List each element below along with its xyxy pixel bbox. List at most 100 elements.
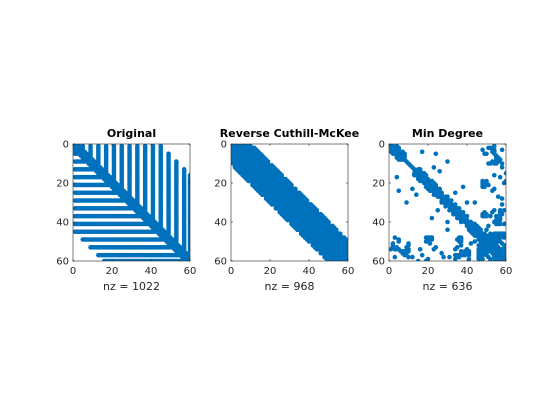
data-point	[493, 213, 499, 219]
data-point	[318, 211, 324, 217]
data-point	[394, 174, 400, 180]
x-tick-label: 20	[264, 266, 277, 277]
data-point	[429, 215, 435, 221]
data-point	[439, 250, 444, 256]
data-point	[492, 172, 497, 178]
y-tick-label: 0	[379, 140, 385, 151]
markers	[73, 144, 190, 261]
data-point	[493, 241, 499, 246]
data-point	[503, 247, 506, 252]
data-point	[484, 151, 489, 157]
data-point	[480, 147, 485, 153]
data-point	[484, 227, 489, 233]
data-point	[460, 184, 466, 190]
subplot-reverse-cuthill-mckee: Reverse Cuthill-McKee nz = 968 0 0 20 20 40 4…	[214, 127, 359, 293]
data-point	[499, 161, 505, 166]
axes-box	[388, 143, 507, 262]
data-point	[453, 190, 458, 196]
data-point	[127, 192, 132, 197]
data-point	[431, 188, 437, 194]
data-point	[310, 241, 316, 246]
data-point	[492, 219, 497, 225]
data-point	[414, 192, 419, 197]
data-point	[437, 194, 443, 199]
data-point	[482, 184, 487, 190]
x-tick-label: 60	[184, 266, 197, 277]
data-point	[257, 188, 263, 194]
data-point	[497, 254, 503, 260]
data-point	[464, 247, 470, 252]
data-point	[310, 208, 316, 213]
data-point	[497, 217, 503, 223]
data-point	[423, 258, 429, 261]
data-point	[269, 202, 275, 207]
data-point	[466, 252, 472, 258]
data-point	[488, 258, 493, 261]
x-tick-label: 40	[303, 266, 316, 277]
data-point	[404, 248, 409, 254]
data-point	[261, 192, 267, 197]
data-point	[488, 213, 493, 219]
data-point	[435, 208, 441, 213]
data-point	[486, 237, 491, 242]
data-point	[437, 169, 443, 174]
data-point	[234, 167, 240, 172]
data-point	[492, 258, 497, 261]
data-point	[404, 200, 409, 205]
data-point	[310, 204, 316, 209]
data-point	[265, 196, 271, 201]
x-tick-label: 40	[145, 266, 158, 277]
data-point	[453, 256, 458, 261]
data-point	[495, 155, 501, 160]
data-point	[304, 200, 310, 205]
data-point	[88, 153, 93, 158]
data-point	[497, 248, 503, 254]
data-point	[484, 213, 489, 219]
y-tick-label: 60	[56, 257, 69, 268]
data-point	[90, 167, 95, 172]
data-point	[144, 221, 150, 227]
data-point	[486, 182, 491, 188]
y-tick-label: 20	[372, 179, 385, 190]
x-tick-label: 60	[342, 266, 355, 277]
chart-title: Min Degree	[412, 127, 483, 140]
x-axis-label: nz = 968	[265, 280, 315, 293]
data-point	[497, 221, 503, 227]
data-point	[447, 254, 452, 260]
data-point	[166, 231, 171, 236]
data-point	[493, 159, 499, 164]
data-point	[74, 151, 80, 157]
data-point	[181, 258, 187, 261]
data-point	[492, 186, 497, 192]
data-point	[400, 157, 405, 162]
data-point	[160, 237, 165, 242]
data-point	[431, 165, 437, 170]
data-point	[503, 178, 506, 184]
markers	[389, 144, 506, 261]
data-point	[254, 147, 259, 153]
data-point	[503, 243, 506, 248]
data-point	[400, 250, 405, 256]
y-tick-label: 0	[63, 140, 69, 151]
data-point	[492, 144, 497, 149]
data-point	[283, 178, 288, 184]
data-point	[324, 254, 329, 260]
data-point	[499, 196, 505, 201]
x-axis-label: nz = 1022	[103, 280, 160, 293]
data-point	[105, 182, 111, 188]
data-point	[296, 192, 302, 197]
data-point	[458, 239, 464, 244]
data-point	[334, 229, 339, 235]
x-tick-label: 20	[106, 266, 119, 277]
data-point	[501, 235, 506, 240]
x-tick-label: 0	[386, 266, 392, 277]
data-point	[458, 248, 464, 254]
data-point	[295, 223, 300, 229]
x-tick-label: 0	[228, 266, 234, 277]
data-point	[187, 252, 190, 258]
data-point	[499, 202, 505, 207]
data-point	[417, 247, 423, 252]
data-point	[492, 147, 497, 153]
y-tick-label: 20	[214, 179, 227, 190]
data-point	[445, 227, 450, 233]
